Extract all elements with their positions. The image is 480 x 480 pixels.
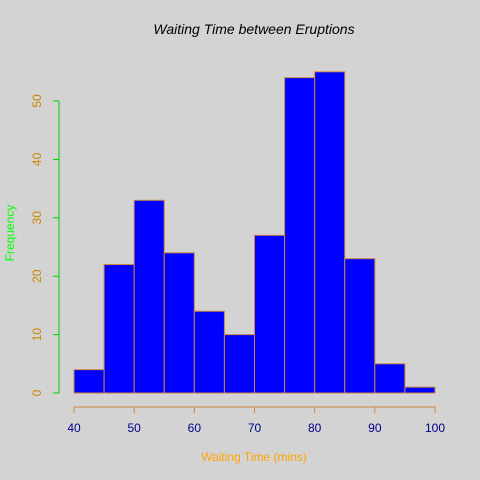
histogram-bar <box>193 310 225 394</box>
histogram-bar <box>374 363 406 394</box>
y-axis: 0 10 20 30 40 50 <box>30 94 60 396</box>
x-tick-label: 90 <box>368 421 382 435</box>
bars-group <box>73 71 436 394</box>
histogram-bar <box>284 77 316 394</box>
histogram-bar <box>404 386 436 394</box>
y-tick-label: 40 <box>30 152 44 166</box>
histogram-bar <box>254 234 286 394</box>
x-tick-label: 60 <box>188 421 202 435</box>
x-axis-label: Waiting Time (mins) <box>201 450 307 464</box>
x-tick-label: 50 <box>127 421 141 435</box>
histogram-bar <box>133 199 165 394</box>
x-tick-label: 40 <box>67 421 81 435</box>
histogram-bar <box>103 264 135 394</box>
histogram-bar <box>344 258 376 394</box>
y-tick-label: 30 <box>30 211 44 225</box>
x-axis: 40 50 60 70 80 90 100 <box>67 406 445 435</box>
y-tick-label: 50 <box>30 94 44 108</box>
histogram-bar <box>163 252 195 394</box>
x-tick-label: 100 <box>425 421 445 435</box>
histogram-bar <box>314 71 346 394</box>
y-tick-label: 0 <box>30 389 44 396</box>
chart-title: Waiting Time between Eruptions <box>153 21 354 37</box>
histogram-bar <box>73 369 105 394</box>
histogram-bar <box>223 334 256 394</box>
x-tick-label: 70 <box>248 421 262 435</box>
x-tick-label: 80 <box>308 421 322 435</box>
y-axis-label: Frequency <box>3 205 17 262</box>
y-tick-label: 20 <box>30 269 44 283</box>
y-tick-label: 10 <box>30 328 44 342</box>
